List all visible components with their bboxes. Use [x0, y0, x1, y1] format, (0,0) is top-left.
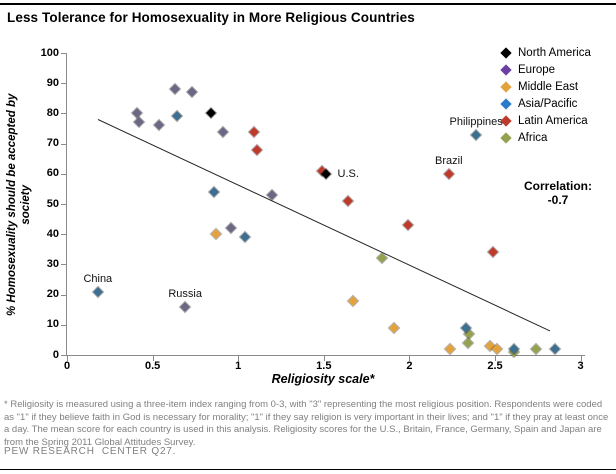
data-point [549, 344, 560, 354]
x-axis-tick-label: 2.5 [487, 360, 503, 372]
x-axis-tick-label: 1 [235, 360, 242, 372]
data-point [402, 220, 413, 231]
y-axis-tick-label: 20 [46, 288, 59, 301]
legend-marker-icon [500, 80, 512, 93]
scatter-plot-area: 0 0.5 1 1.5 2 2.5 3 0 10 20 30 40 50 60 70 80 90 100 U.S. R… [41, 47, 585, 372]
legend-label: Africa [518, 131, 548, 144]
data-point [240, 232, 250, 243]
legend-marker-icon [500, 114, 512, 127]
legend-label: Latin America [518, 114, 588, 127]
data-point [210, 229, 221, 240]
y-axis-title: % Homosexuality should be accepted by so… [6, 93, 32, 316]
y-axis-tick-label: 30 [46, 257, 59, 270]
legend-item: Latin America [498, 112, 616, 129]
y-axis-tick [61, 355, 66, 356]
legend-label: Middle East [518, 80, 579, 93]
data-point [217, 126, 228, 137]
data-point [187, 87, 197, 98]
data-point [171, 111, 182, 122]
legend-marker-icon [500, 97, 512, 110]
legend-label: Asia/Pacific [518, 97, 578, 110]
y-axis-tick-label: 50 [46, 197, 59, 210]
correlation-value: -0.7 [547, 193, 569, 208]
x-axis-title: Religiosity scale* [271, 372, 375, 386]
legend: North America Europe Middle East Asia/Pacif… [498, 44, 616, 146]
data-point [180, 301, 191, 312]
data-point [226, 223, 237, 234]
correlation-note: Correlation: -0.7 [502, 179, 614, 207]
data-point [389, 322, 399, 333]
legend-label: North America [518, 46, 591, 59]
y-axis-tick-label: 80 [46, 106, 59, 119]
y-axis-tick [61, 294, 66, 296]
data-point [132, 108, 143, 119]
country-label: Russia [168, 287, 202, 300]
x-axis-tick [67, 356, 68, 361]
data-point [248, 126, 259, 137]
y-axis-tick [61, 324, 66, 326]
data-point [133, 117, 144, 128]
data-point [252, 144, 262, 155]
x-axis-tick-label: 0.5 [144, 360, 161, 372]
legend-marker-icon [500, 131, 512, 144]
top-border-rule [0, 3, 616, 5]
x-axis-tick [152, 356, 154, 361]
country-label: U.S. [337, 167, 359, 180]
bottom-border-rule [0, 469, 616, 470]
x-axis-tick [495, 356, 496, 361]
y-axis-tick [61, 143, 66, 145]
y-axis-tick-label: 10 [46, 318, 59, 331]
footnote-text: * Religiosity is measured using a three-… [4, 399, 609, 448]
legend-item: Africa [498, 129, 616, 146]
data-point [205, 108, 216, 119]
legend-marker-icon [500, 63, 512, 76]
legend-item: Asia/Pacific [498, 95, 616, 112]
country-label: Philippines [449, 115, 503, 128]
x-axis-tick [409, 356, 411, 361]
legend-item: North America [498, 44, 616, 61]
legend-label: Europe [518, 63, 556, 76]
data-point [342, 196, 353, 206]
data-point [488, 247, 499, 258]
data-point [531, 344, 542, 354]
legend-item: Europe [498, 61, 616, 78]
data-point [169, 84, 180, 95]
y-axis-tick-label: 100 [40, 46, 59, 59]
y-axis-tick-label: 40 [46, 227, 59, 240]
trend-line [97, 119, 550, 332]
chart-title: Less Tolerance for Homosexuality in More… [7, 10, 415, 25]
y-axis-tick-label: 70 [46, 137, 59, 150]
x-axis-tick [238, 356, 240, 361]
y-axis-tick-label: 0 [52, 348, 59, 361]
data-point [347, 295, 358, 306]
y-axis-tick-label: 60 [46, 167, 59, 180]
y-axis-tick [61, 173, 66, 175]
y-axis-tick [61, 83, 66, 85]
y-axis-tick [61, 234, 66, 236]
data-point [443, 168, 454, 179]
y-axis-tick-label: 90 [46, 76, 59, 89]
data-point [471, 129, 482, 140]
y-axis-tick [61, 264, 66, 266]
y-axis-tick [61, 113, 66, 115]
x-axis-tick-label: 1.5 [316, 360, 332, 372]
country-label: China [83, 272, 113, 285]
correlation-label: Correlation: [523, 179, 592, 193]
y-axis-tick [61, 53, 66, 54]
x-axis-tick-label: 3 [577, 360, 584, 372]
legend-item: Middle East [498, 78, 616, 95]
source-attribution: PEW RESEARCH CENTER Q27. [4, 446, 177, 457]
data-point [445, 344, 456, 354]
data-point [462, 337, 473, 348]
data-point [92, 286, 103, 297]
x-axis-tick-label: 0 [63, 360, 71, 372]
data-point [154, 120, 165, 131]
legend-marker-icon [500, 46, 512, 59]
y-axis-tick [61, 204, 66, 205]
country-label: Brazil [435, 154, 463, 167]
x-axis-tick-label: 2 [406, 360, 413, 372]
x-axis-tick [323, 356, 325, 361]
x-axis-tick [580, 356, 582, 361]
data-point [209, 186, 220, 197]
